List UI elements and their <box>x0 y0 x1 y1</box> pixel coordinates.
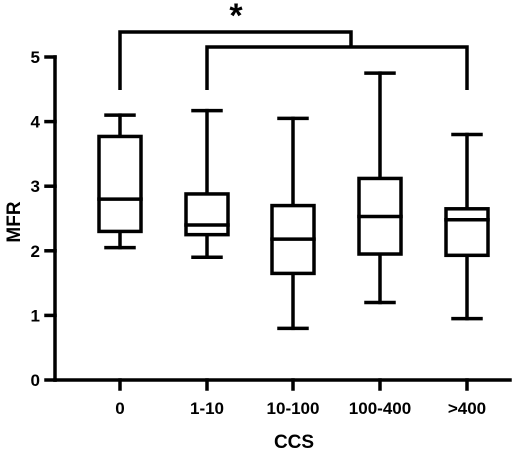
axes: 0 1 2 3 4 5 0 1-10 10-100 100-400 >400 <box>31 48 512 418</box>
y-tick-label: 1 <box>31 306 40 325</box>
y-axis-title: MFR <box>4 201 25 242</box>
y-tick-label: 5 <box>31 48 40 67</box>
significance-bracket-lower <box>205 45 469 90</box>
y-tick-label: 2 <box>31 242 40 261</box>
x-tick-label: >400 <box>448 399 486 418</box>
box->400 <box>444 132 490 321</box>
x-tick-label: 10-100 <box>267 399 320 418</box>
iqr-box <box>184 192 230 237</box>
y-tick-label: 0 <box>31 371 40 390</box>
x-tick-label: 1-10 <box>190 399 224 418</box>
x-axis-title: CCS <box>274 432 314 453</box>
box-1-10 <box>184 108 230 260</box>
x-tick-label: 0 <box>115 399 124 418</box>
boxes <box>97 71 490 331</box>
significance-star: * <box>229 0 243 35</box>
y-tick-label: 4 <box>31 113 41 132</box>
iqr-box <box>444 207 490 258</box>
iqr-box <box>97 134 143 234</box>
box-100-400 <box>357 71 403 305</box>
box-0 <box>97 113 143 250</box>
y-tick-label: 3 <box>31 177 40 196</box>
box-10-100 <box>270 116 316 331</box>
x-tick-label: 100-400 <box>349 399 411 418</box>
significance-annotation: * <box>118 0 469 90</box>
significance-bracket-upper <box>118 30 353 90</box>
